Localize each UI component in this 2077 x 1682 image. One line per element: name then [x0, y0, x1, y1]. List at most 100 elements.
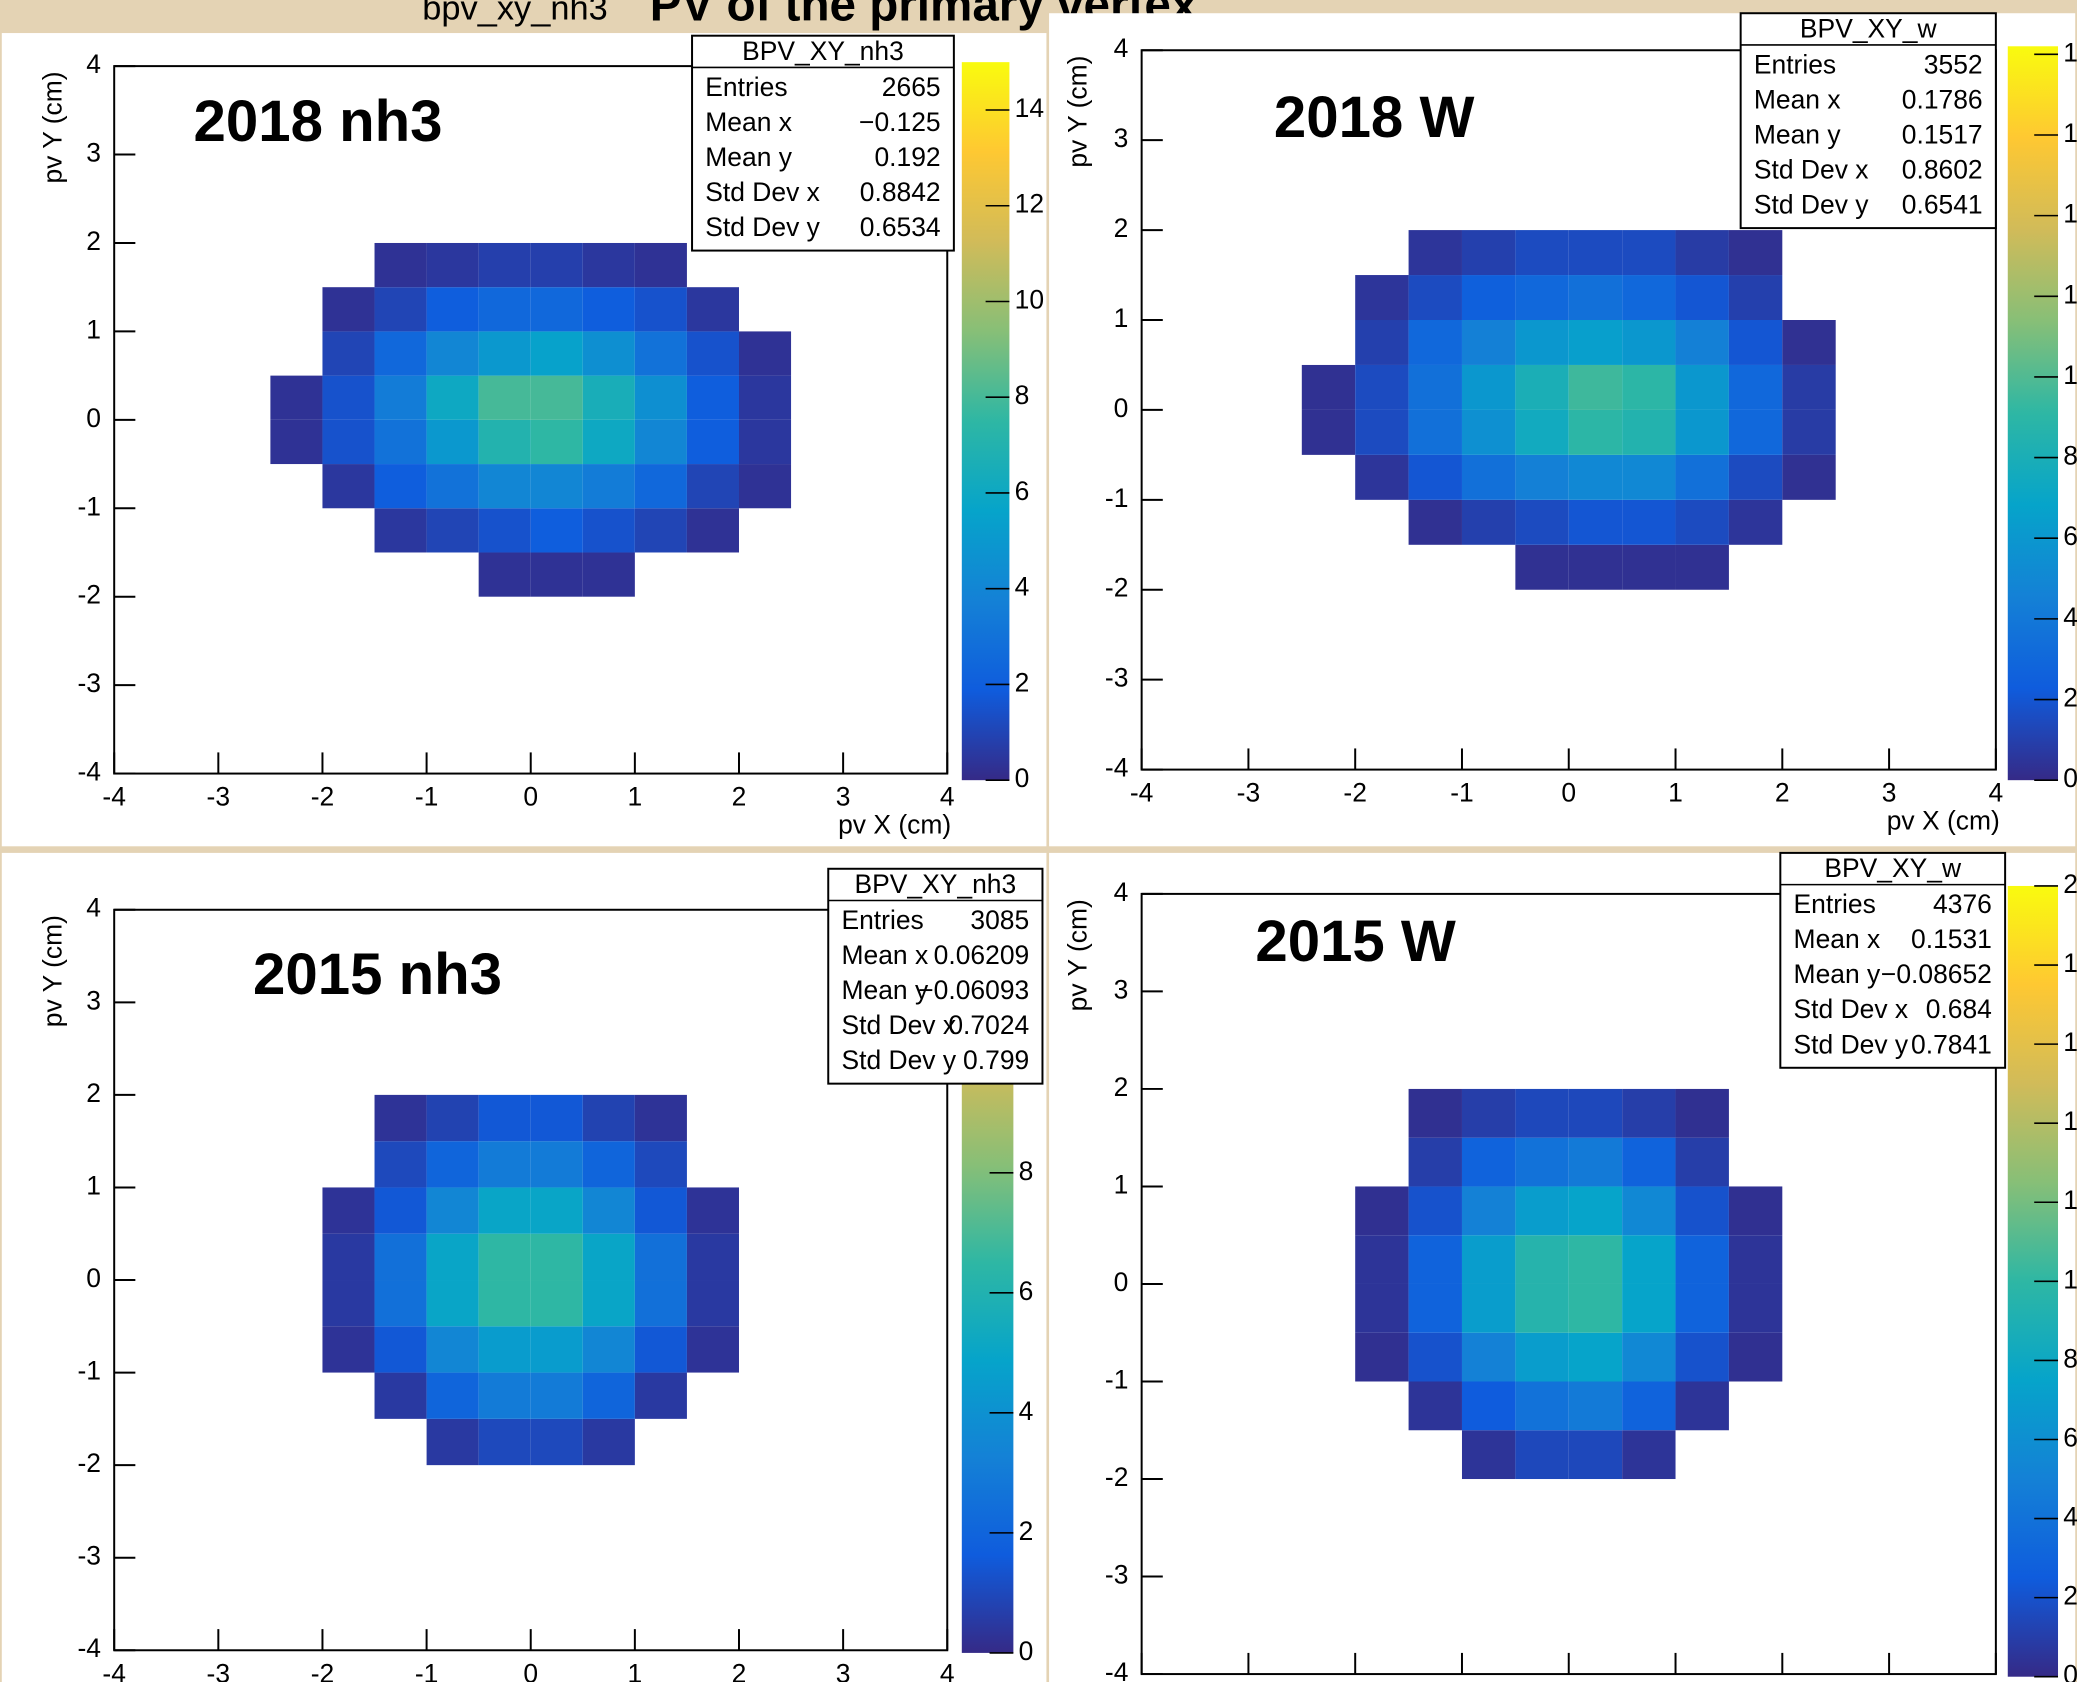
- stats-title: BPV_XY_w: [1824, 853, 1962, 883]
- heatmap-cell: [634, 1372, 687, 1419]
- heatmap-cell: [1461, 230, 1516, 276]
- y-tick-label: 4: [86, 49, 101, 79]
- stats-value: 3085: [970, 905, 1029, 935]
- colorbar-tick-label: 1: [2063, 1106, 2077, 1136]
- heatmap-cell: [1675, 364, 1729, 410]
- heatmap-cell: [1622, 499, 1676, 545]
- colorbar-tick-label: 4: [1019, 1396, 1034, 1426]
- heatmap-cell: [1302, 320, 1355, 365]
- heatmap-cell: [1355, 1283, 1409, 1333]
- heatmap-cell: [530, 419, 583, 465]
- heatmap-cell: [1302, 1138, 1355, 1187]
- heatmap-cell: [686, 1326, 739, 1373]
- x-tick-label: 0: [523, 782, 538, 812]
- heatmap-cell: [582, 1187, 635, 1234]
- heatmap-cell: [1729, 1430, 1782, 1479]
- x-tick-label: 1: [628, 1658, 643, 1682]
- heatmap-cell: [1568, 544, 1623, 590]
- heatmap-cell: [739, 1234, 791, 1280]
- colorbar-tick-label: 2: [2063, 683, 2077, 713]
- heatmap-cell: [1568, 1137, 1623, 1187]
- y-tick-label: 0: [1114, 393, 1129, 423]
- y-tick-label: 2: [86, 226, 101, 256]
- colorbar-tick-label: 1: [2063, 1185, 2077, 1215]
- heatmap-cell: [739, 1280, 791, 1326]
- heatmap-cell: [1461, 1332, 1516, 1382]
- heatmap-cell: [530, 287, 583, 332]
- stats-label: Std Dev y: [1794, 1029, 1909, 1059]
- heatmap-cell: [1782, 1235, 1835, 1284]
- heatmap-cell: [1568, 1088, 1623, 1138]
- heatmap-cell: [739, 1419, 791, 1465]
- heatmap-cell: [1355, 545, 1408, 590]
- heatmap-cell: [687, 552, 739, 596]
- heatmap-cell: [1728, 320, 1783, 365]
- heatmap-cell: [582, 331, 635, 376]
- heatmap-cell: [1302, 275, 1355, 320]
- heatmap-cell: [530, 508, 583, 553]
- heatmap-cell: [478, 242, 531, 288]
- heatmap-cell: [374, 1326, 427, 1373]
- stats-value: 0.6541: [1902, 190, 1983, 220]
- canvas-name: bpv_xy_nh3: [422, 0, 607, 28]
- heatmap-cell: [322, 1141, 374, 1187]
- heatmap-cell: [374, 1280, 427, 1327]
- heatmap-cell: [1568, 1381, 1623, 1431]
- colorbar-tick-label: 1: [2063, 37, 2077, 67]
- y-tick-label: 3: [86, 138, 101, 168]
- heatmap-cell: [1302, 1089, 1355, 1138]
- heatmap-cell: [1355, 1235, 1409, 1284]
- stats-value: 0.7024: [948, 1010, 1029, 1040]
- heatmap-cell: [1728, 1332, 1783, 1382]
- heatmap-cell: [478, 1141, 531, 1188]
- heatmap-cell: [478, 1187, 531, 1234]
- heatmap-cell: [1568, 230, 1623, 276]
- stats-label: Mean x: [705, 107, 792, 137]
- heatmap-cell: [1622, 1430, 1676, 1480]
- x-tick-label: -2: [1343, 778, 1367, 808]
- x-tick-label: 1: [628, 782, 643, 812]
- heatmap-cell: [1675, 275, 1729, 321]
- heatmap-cell: [1568, 1332, 1623, 1382]
- heatmap-cell: [374, 242, 427, 288]
- heatmap-cell: [634, 1233, 687, 1281]
- heatmap-cell: [426, 242, 479, 288]
- heatmap-cell: [530, 1418, 583, 1466]
- stats-value: 0.1517: [1902, 120, 1983, 150]
- stats-label: Std Dev x: [841, 1010, 956, 1040]
- y-axis-title: pv Y (cm): [1062, 899, 1092, 1011]
- heatmap-cell: [270, 419, 323, 465]
- heatmap-cell: [426, 1326, 479, 1373]
- stats-value: 0.7841: [1911, 1029, 1992, 1059]
- heatmap-cell: [582, 1326, 635, 1373]
- colorbar: [961, 62, 1010, 781]
- heatmap-cell: [1515, 1332, 1569, 1382]
- x-tick-label: 3: [1882, 778, 1897, 808]
- heatmap-cell: [322, 243, 374, 287]
- y-tick-label: -4: [77, 757, 101, 787]
- heatmap-cell: [1675, 1088, 1729, 1138]
- stats-label: Mean y: [1794, 959, 1881, 989]
- heatmap-cell: [374, 1094, 427, 1142]
- heatmap-cell: [686, 419, 739, 465]
- colorbar-tick-label: 4: [2063, 1502, 2077, 1532]
- stats-title: BPV_XY_nh3: [855, 869, 1017, 899]
- heatmap-cell: [738, 331, 792, 376]
- y-tick-label: 0: [86, 1263, 101, 1293]
- heatmap-cell: [1675, 320, 1729, 365]
- heatmap-cell: [1461, 1430, 1516, 1480]
- heatmap-cell: [1728, 499, 1783, 545]
- y-tick-label: 4: [1114, 33, 1129, 63]
- heatmap-cell: [686, 331, 739, 376]
- heatmap-cell: [530, 1187, 583, 1234]
- heatmap-cell: [1355, 500, 1408, 545]
- heatmap-cell: [1568, 499, 1623, 545]
- heatmap-cell: [1515, 454, 1569, 500]
- y-tick-label: -3: [77, 1541, 101, 1571]
- heatmap-cell: [322, 1326, 375, 1373]
- heatmap-cell: [1568, 320, 1623, 365]
- y-tick-label: -4: [1105, 1657, 1129, 1682]
- stats-value: 0.684: [1926, 994, 1992, 1024]
- heatmap-cell: [739, 1326, 791, 1372]
